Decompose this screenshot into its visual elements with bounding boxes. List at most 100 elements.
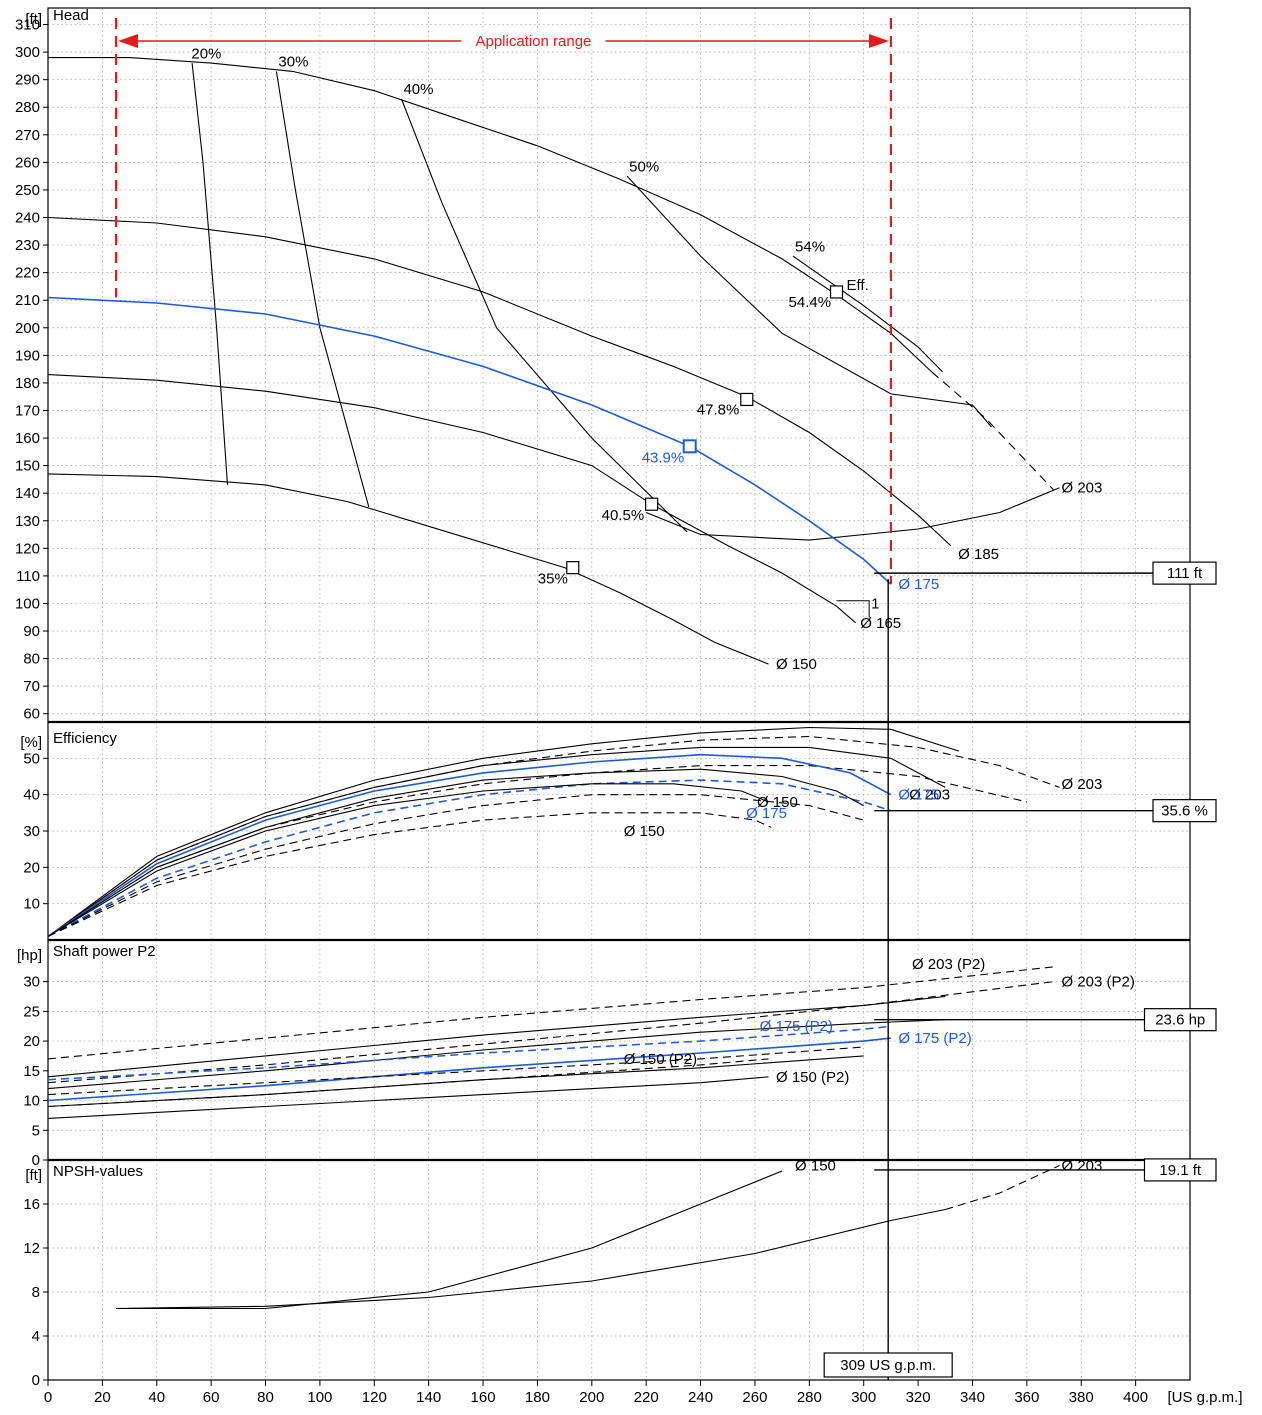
- y-tick-label: 150: [15, 458, 40, 475]
- y-tick-label: 30: [23, 823, 40, 840]
- y-tick-label: 25: [23, 1003, 40, 1020]
- bep-label: 35%: [538, 571, 568, 588]
- x-tick-label: 80: [257, 1389, 274, 1406]
- x-tick-label: 280: [797, 1389, 822, 1406]
- y-tick-label: 12: [23, 1240, 40, 1257]
- duty-efficiency-readout-box: [1152, 799, 1217, 823]
- panel-frame-power: [47, 939, 1191, 1161]
- duty-npsh-readout-box: [1143, 1158, 1217, 1182]
- x-tick-label: 240: [688, 1389, 713, 1406]
- duty-flow-readout-value: 309 US g.p.m.: [840, 1357, 936, 1374]
- panel-title-npsh: NPSH-values: [53, 1163, 143, 1180]
- power-curve-label: Ø 175 (P2): [760, 1018, 833, 1035]
- application-range-arrowhead-left: [117, 34, 138, 48]
- iso-efficiency-line: [275, 71, 370, 508]
- head-aux-curve: [645, 487, 1060, 541]
- y-tick-label: 100: [15, 595, 40, 612]
- y-tick-label: 160: [15, 430, 40, 447]
- x-tick-label: 160: [471, 1389, 496, 1406]
- application-range-label-bg: [461, 31, 606, 49]
- y-tick-label: 20: [23, 1033, 40, 1050]
- efficiency-curve-label: Ø 203: [1061, 776, 1102, 793]
- bep-label-eff: Eff.: [847, 277, 869, 294]
- head-curve-label: Ø 203: [1061, 480, 1102, 497]
- y-tick-label: 300: [15, 44, 40, 61]
- head-curve-label: 1: [871, 595, 879, 612]
- power-curve-dashed: [47, 966, 1055, 1060]
- y-tick-label: 240: [15, 210, 40, 227]
- panel-title-head: Head: [53, 7, 89, 24]
- iso-efficiency-line: [400, 98, 688, 533]
- y-tick-label: 30: [23, 974, 40, 991]
- y-tick-label: 80: [23, 651, 40, 668]
- efficiency-curve-label: Ø 175: [746, 805, 787, 822]
- y-tick-label: 15: [23, 1063, 40, 1080]
- y-axis-unit-efficiency: [%]: [20, 734, 42, 751]
- efficiency-curve: [47, 783, 769, 937]
- y-tick-label: 230: [15, 237, 40, 254]
- npsh-curve-dashed: [945, 1165, 1060, 1211]
- bep-marker: [740, 392, 754, 407]
- efficiency-curve-label: Ø 203: [909, 787, 950, 804]
- y-tick-label: 280: [15, 99, 40, 116]
- head-curve: [47, 473, 769, 665]
- y-tick-label: 290: [15, 72, 40, 89]
- efficiency-curve: [47, 768, 864, 937]
- x-axis-unit: [US g.p.m.]: [1167, 1389, 1242, 1406]
- y-tick-label: 260: [15, 154, 40, 171]
- iso-efficiency-label: 40%: [403, 81, 433, 98]
- y-tick-label: 0: [32, 1372, 40, 1389]
- power-curve: [47, 1019, 946, 1090]
- efficiency-curve: [47, 726, 960, 937]
- power-curve-dashed: [47, 1025, 891, 1081]
- x-tick-label: 60: [203, 1389, 220, 1406]
- y-tick-label: 20: [23, 859, 40, 876]
- bep-label: 54.4%: [789, 294, 832, 311]
- npsh-curve: [115, 1208, 946, 1310]
- bep-label: 47.8%: [697, 401, 740, 418]
- x-tick-label: 320: [906, 1389, 931, 1406]
- y-axis-unit-npsh: [ft]: [25, 1167, 42, 1184]
- power-curve-label: Ø 150 (P2): [776, 1069, 849, 1086]
- x-tick-label: 400: [1123, 1389, 1148, 1406]
- bep-marker: [829, 285, 844, 299]
- x-tick-label: 200: [579, 1389, 604, 1406]
- npsh-curve-label: Ø 150: [795, 1158, 836, 1175]
- y-tick-label: 16: [23, 1196, 40, 1213]
- iso-efficiency-line: [626, 175, 992, 428]
- x-tick-label: 340: [960, 1389, 985, 1406]
- x-tick-label: 40: [148, 1389, 165, 1406]
- power-curve-label: Ø 203 (P2): [1061, 974, 1134, 991]
- head-curve: [47, 296, 892, 585]
- efficiency-curve: [47, 746, 946, 937]
- iso-efficiency-label: 50%: [629, 158, 659, 175]
- bep-marker: [645, 497, 659, 511]
- duty-power-readout-box: [1143, 1008, 1217, 1032]
- y-tick-label: 110: [16, 568, 40, 585]
- iso-efficiency-label: 30%: [278, 54, 308, 71]
- duty-efficiency-readout-value: 35.6 %: [1161, 803, 1208, 820]
- y-tick-label: 140: [15, 485, 40, 502]
- y-tick-label: 70: [23, 678, 40, 695]
- efficiency-curve: [47, 753, 892, 938]
- y-tick-label: 120: [15, 540, 40, 557]
- y-tick-label: 5: [32, 1122, 40, 1139]
- y-tick-label: 220: [15, 265, 40, 282]
- application-range-label: Application range: [475, 33, 591, 50]
- power-curve-label: Ø 150 (P2): [624, 1051, 697, 1068]
- x-tick-label: 300: [851, 1389, 876, 1406]
- efficiency-curve-label: Ø 150: [757, 794, 798, 811]
- efficiency-curve-label: Ø 150: [624, 823, 665, 840]
- power-curve-dashed: [47, 1046, 864, 1096]
- y-tick-label: 50: [23, 750, 40, 767]
- head-curve-label: Ø 185: [958, 546, 999, 563]
- bep-marker: [566, 561, 580, 575]
- duty-head-readout-value: 111 ft: [1167, 565, 1203, 582]
- bep-marker: [682, 439, 697, 454]
- y-tick-label: 60: [23, 706, 40, 723]
- power-curve: [47, 1076, 769, 1119]
- head-curve: [48, 57, 933, 373]
- x-tick-label: 260: [742, 1389, 767, 1406]
